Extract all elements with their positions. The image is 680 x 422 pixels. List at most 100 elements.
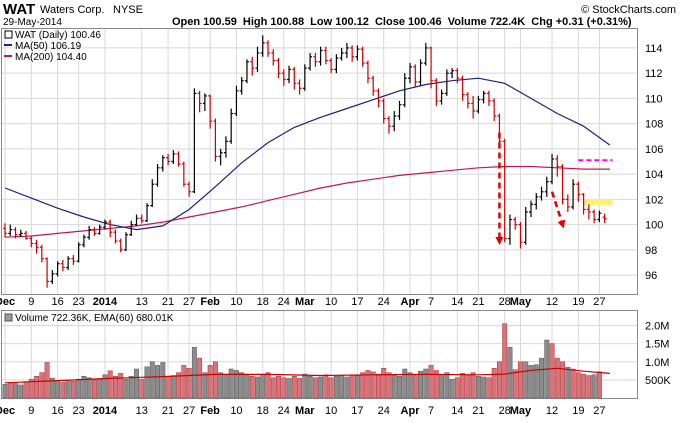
volume-bar: [365, 370, 371, 399]
volume-bar: [107, 370, 113, 399]
volume-bar: [281, 377, 287, 399]
price-bar: [139, 214, 144, 224]
price-bar: [150, 179, 155, 207]
price-bar: [386, 116, 391, 134]
y-tick-label: 102: [645, 194, 663, 206]
x-tick-label: 17: [351, 405, 363, 417]
price-bar: [471, 95, 476, 119]
volume-bar: [460, 373, 466, 399]
price-bar: [318, 46, 323, 66]
x-tick-label: Apr: [401, 405, 421, 417]
price-bar: [176, 151, 181, 167]
volume-bar: [165, 376, 171, 399]
volume-bar: [155, 365, 160, 399]
volume-bar: [386, 372, 392, 399]
x-tick-label: 10: [230, 405, 242, 417]
volume-bar: [502, 323, 508, 399]
volume-bar: [376, 373, 381, 399]
chart-date: 29-May-2014: [3, 17, 62, 28]
volume-bar: [118, 373, 124, 399]
price-bar: [155, 164, 160, 187]
price-bar: [502, 138, 507, 243]
ma200-legend-label: MA(200) 104.40: [15, 52, 87, 63]
volume-bar: [470, 372, 476, 399]
volume-bar: [370, 371, 376, 399]
y-tick-label: 112: [645, 68, 663, 80]
price-bar: [450, 68, 455, 79]
price-bar: [534, 193, 539, 210]
volume-bar: [496, 361, 502, 399]
volume-bar: [581, 373, 587, 399]
volume-bar: [354, 375, 360, 399]
volume-bar: [402, 368, 408, 399]
quote-summary: Open 100.59 High 100.88 Low 100.12 Close…: [172, 16, 632, 28]
price-bar: [97, 224, 102, 235]
volume-bar: [144, 366, 150, 399]
x-tick-label: 7: [428, 296, 434, 308]
price-bar: [160, 155, 165, 172]
axis-labels: 96 98 100 102 104 106 108 110 112 114 500K 1.0M 1.5M…: [0, 43, 671, 417]
x-tick-label: 18: [257, 296, 269, 308]
x-tick-label: 24: [278, 405, 290, 417]
price-bar: [197, 90, 202, 113]
volume-bar: [297, 378, 303, 399]
x-tick-label: 21: [472, 405, 484, 417]
x-tick-label: 12: [546, 405, 558, 417]
annotation-background: [578, 159, 613, 206]
volume-bar: [518, 361, 523, 399]
volume-bar: [70, 381, 76, 399]
volume-bar: [102, 374, 108, 399]
volume-bar: [160, 362, 166, 399]
x-tick-label: Dec: [0, 296, 15, 308]
price-bar: [539, 186, 544, 201]
volume-bar: [560, 361, 566, 399]
price-bar: [287, 65, 292, 84]
price-bar: [486, 90, 491, 106]
volume-bar: [528, 365, 534, 399]
volume-bar: [23, 381, 29, 399]
y-tick-label: 108: [645, 119, 663, 131]
x-tick-label: 9: [28, 296, 34, 308]
price-bar: [71, 254, 76, 265]
y-tick-label: 96: [645, 270, 657, 282]
volume-bar: [76, 378, 82, 399]
price-legend: WAT (Daily) 100.46 MA(50) 106.19 MA(200)…: [4, 30, 101, 63]
volume-bar: [323, 374, 329, 399]
volume-bar: [407, 372, 413, 399]
volume-bar: [239, 372, 245, 399]
price-bar: [297, 79, 302, 95]
volume-bar: [307, 376, 313, 399]
price-bar: [339, 47, 344, 61]
price-bar: [18, 229, 23, 238]
volume-bar: [170, 375, 176, 399]
x-tick-label: May: [510, 405, 532, 417]
x-tick-label: 13: [136, 405, 148, 417]
price-bar: [266, 40, 270, 57]
price-bar: [465, 92, 470, 109]
price-bar: [55, 261, 60, 277]
gridlines: [2, 29, 637, 398]
price-bars: [3, 35, 607, 288]
price-bar: [171, 150, 176, 165]
annotation-arrows: [495, 132, 566, 245]
ma50-legend-label: MA(50) 106.19: [15, 41, 82, 52]
price-bar: [544, 176, 549, 197]
x-tick-label: 27: [593, 296, 605, 308]
volume-bar: [207, 365, 213, 399]
company-name: Waters Corp.: [40, 4, 104, 16]
volume-bar: [360, 372, 366, 399]
price-bar: [571, 179, 576, 210]
price-bar: [202, 93, 207, 112]
price-bar: [376, 88, 381, 108]
volume-bar: [60, 382, 66, 399]
volume-bar: [533, 364, 539, 399]
price-bar: [8, 224, 13, 236]
volume-bar: [34, 376, 40, 399]
volume-legend-swatch: [4, 313, 13, 322]
volume-bar: [7, 382, 13, 399]
price-bar: [586, 204, 591, 220]
y-tick-label: 100: [645, 220, 663, 232]
volume-bar: [391, 374, 397, 399]
x-tick-label: 24: [378, 405, 390, 417]
